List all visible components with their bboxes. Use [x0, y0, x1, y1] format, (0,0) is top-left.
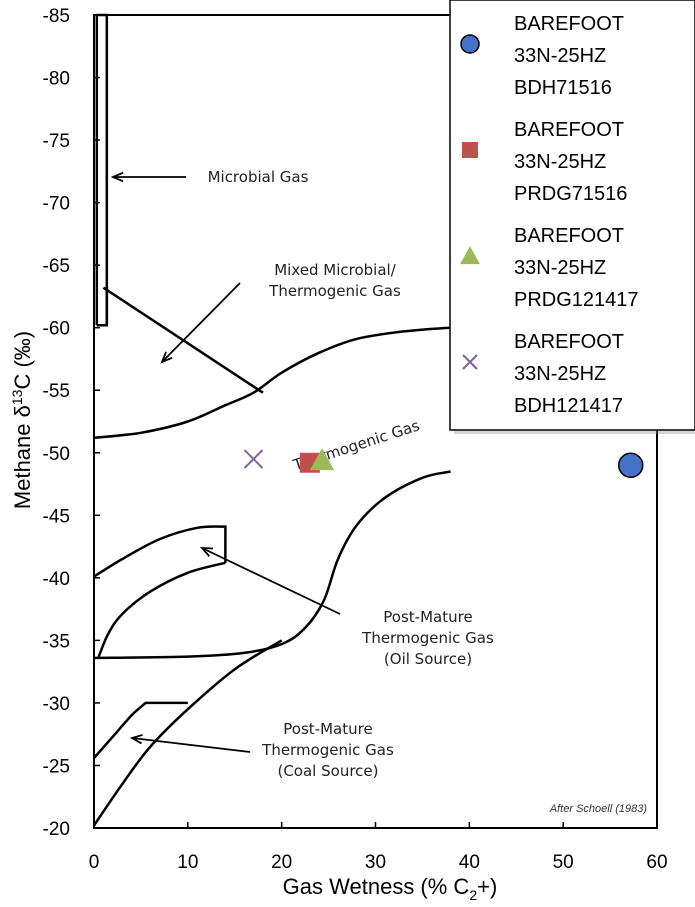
x-tick-label: 10	[177, 852, 198, 873]
y-tick-label: -80	[43, 69, 70, 90]
y-tick-label: -70	[43, 194, 70, 215]
thermogenic-field-boundary	[93, 325, 489, 440]
y-tick-label: -25	[43, 756, 70, 777]
axis-ticks: -85 -80 -75 -70 -65 -60 -55 -50 -45 -40 -35 -30 -25 -…	[43, 6, 668, 873]
data-point-series-4	[243, 449, 264, 469]
legend-box	[449, 0, 695, 431]
oil-source-arrow-head	[199, 547, 214, 557]
credit-text: After Schoell (1983)	[549, 803, 648, 815]
legend-label-3: BAREFOOT	[514, 225, 624, 247]
legend-label-2: BAREFOOT	[514, 119, 624, 141]
legend-label-2: 33N-25HZ	[514, 151, 606, 173]
legend-label-1: 33N-25HZ	[514, 45, 606, 67]
y-tick-label: -30	[43, 694, 70, 715]
legend-marker-4	[462, 354, 478, 370]
legend-marker-2	[462, 142, 478, 158]
x-tick-label: 60	[646, 852, 667, 873]
oil-source-inner-curve	[97, 561, 226, 658]
legend-label-4: 33N-25HZ	[514, 363, 606, 385]
oil-source-box	[93, 525, 227, 578]
oil-source-field-boundary	[93, 470, 451, 660]
coal-source-arrow	[131, 737, 251, 753]
legend-marker-4-stroke-b	[462, 354, 478, 370]
x-axis-title: Gas Wetness (% C2+)	[283, 874, 498, 903]
legend-label-2: PRDG71516	[514, 183, 627, 205]
y-tick-label: -85	[43, 6, 70, 27]
y-axis-title: Methane δ13C (‰)	[9, 331, 35, 509]
y-tick-label: -75	[43, 131, 70, 152]
data-points	[243, 448, 644, 479]
y-tick-label: -40	[43, 569, 70, 590]
label-microbial-gas: Microbial Gas	[208, 168, 309, 186]
data-point-series-1	[617, 452, 644, 479]
x-tick-label: 40	[459, 852, 480, 873]
x-tick-label: 50	[553, 852, 574, 873]
y-tick-label: -35	[43, 631, 70, 652]
label-coal-source: Post-Mature Thermogenic Gas (Coal Source)	[261, 720, 394, 780]
legend: BAREFOOT 33N-25HZ BDH71516 BAREFOOT 33N-25HZ…	[449, 0, 695, 434]
x-tick-label: 20	[271, 852, 292, 873]
y-tick-label: -50	[43, 444, 70, 465]
x-tick-label: 30	[365, 852, 386, 873]
coal-source-box	[93, 701, 188, 759]
y-tick-label: -20	[43, 819, 70, 840]
legend-label-1: BAREFOOT	[514, 13, 624, 35]
data-point-series-4-stroke-b	[243, 449, 264, 469]
microbial-bracket	[96, 13, 109, 327]
label-mixed-gas: Mixed Microbial/Thermogenic Gas	[268, 261, 401, 300]
label-oil-source: Post-Mature Thermogenic Gas (Oil Source)	[361, 608, 494, 668]
y-tick-label: -65	[43, 256, 70, 277]
x-tick-label: 0	[89, 852, 100, 873]
legend-marker-1	[460, 34, 480, 54]
coal-source-arrow-head	[129, 734, 143, 745]
mixed-arrow-head	[160, 351, 173, 364]
legend-label-3: 33N-25HZ	[514, 257, 606, 279]
microbial-arrow-head	[110, 171, 124, 183]
legend-label-4: BAREFOOT	[514, 331, 624, 353]
y-tick-label: -45	[43, 506, 70, 527]
data-point-series-3	[309, 448, 335, 471]
coal-source-field-boundary	[92, 639, 283, 827]
oil-source-arrow	[201, 547, 341, 615]
legend-label-3: PRDG121417	[514, 289, 639, 311]
legend-label-1: BDH71516	[514, 77, 612, 99]
y-tick-label: -55	[43, 381, 70, 402]
mixed-arrow	[161, 282, 241, 363]
legend-marker-3	[460, 246, 480, 265]
legend-label-4: BDH121417	[514, 395, 623, 417]
genetic-field-boundaries	[92, 13, 489, 827]
annotation-arrows	[110, 171, 341, 753]
y-tick-label: -60	[43, 319, 70, 340]
